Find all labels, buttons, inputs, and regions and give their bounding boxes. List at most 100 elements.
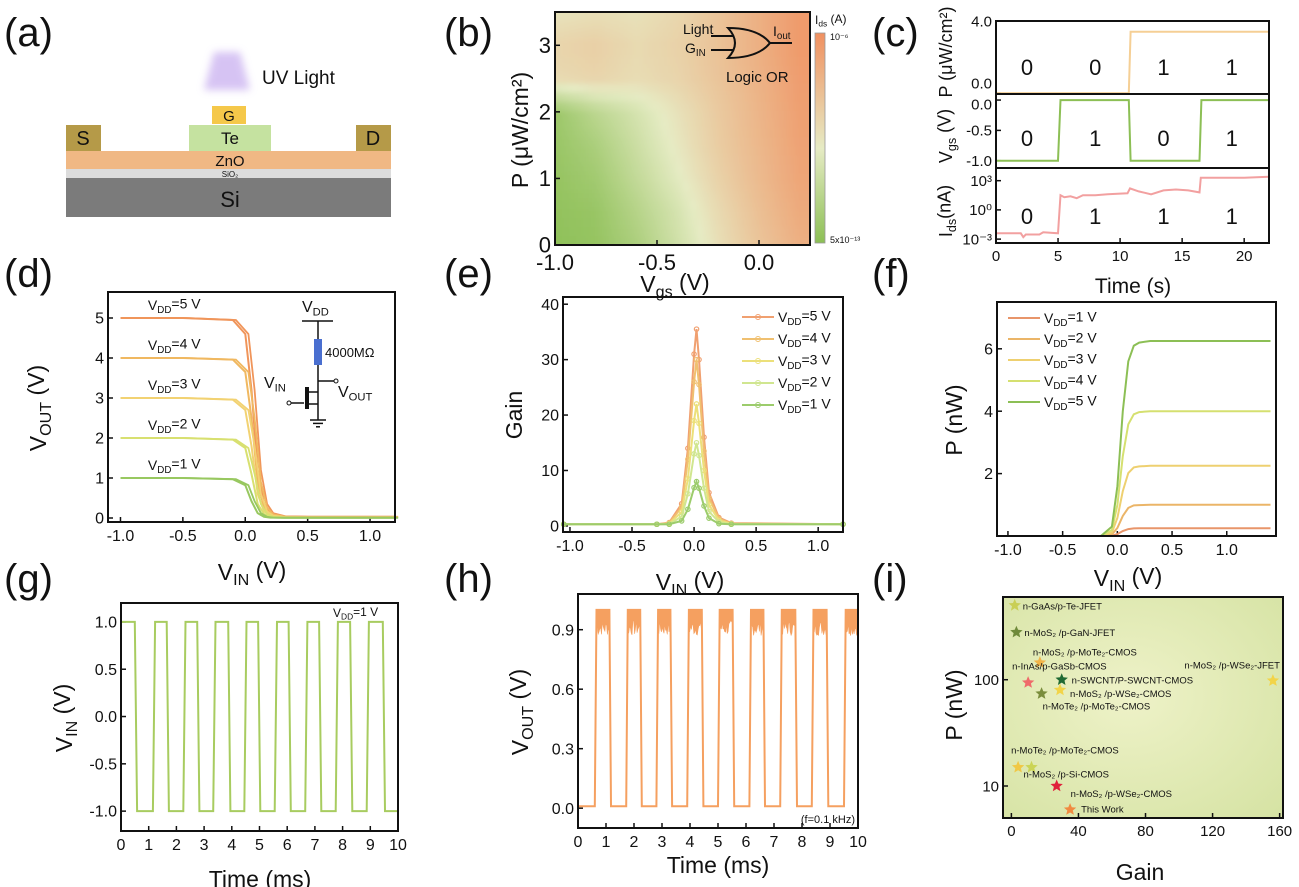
heatmap-cell	[604, 137, 613, 148]
star-marker	[1035, 687, 1048, 699]
heatmap-cell	[788, 218, 797, 228]
heatmap-cell	[640, 200, 648, 210]
gate-electrode	[212, 106, 246, 124]
heatmap-cell	[618, 146, 627, 157]
heatmap-cell	[569, 155, 578, 166]
heatmap-cell	[640, 83, 648, 94]
heatmap-cell	[668, 65, 677, 76]
heatmap-cell	[625, 191, 634, 201]
heatmap-cell	[781, 191, 790, 201]
heatmap-cell	[703, 236, 712, 245]
heatmap-cell	[767, 110, 776, 121]
heatmap-cell	[654, 146, 663, 157]
heatmap-cell	[675, 146, 684, 157]
heatmap-cell	[795, 137, 804, 148]
heatmap-cell	[611, 110, 620, 121]
plot-frame	[120, 602, 399, 832]
heatmap-cell	[689, 191, 698, 201]
heatmap-cell	[597, 227, 606, 237]
heatmap-cell	[689, 218, 698, 228]
heatmap-cell	[625, 29, 634, 40]
heatmap-cell	[597, 74, 606, 85]
heatmap-cell	[767, 29, 776, 40]
heatmap-cell	[555, 119, 563, 130]
star-marker	[1010, 625, 1023, 638]
heatmap-cell	[795, 155, 804, 166]
panel-label-f: (f)	[872, 252, 910, 296]
heatmap-cell	[732, 137, 740, 148]
heatmap-cell	[788, 164, 797, 175]
heatmap-cell	[682, 164, 691, 175]
x-tick-label: 0	[117, 837, 126, 854]
heatmap-cell	[604, 56, 613, 67]
x-tick-label: 15	[1174, 248, 1191, 265]
heatmap-cell	[611, 20, 620, 31]
heatmap-cell	[625, 101, 634, 112]
uv-light-icon	[204, 52, 250, 90]
heatmap-cell	[746, 101, 755, 112]
heatmap-cell	[597, 128, 606, 139]
heatmap-cell	[717, 56, 726, 67]
heatmap-cell	[802, 38, 810, 49]
logic-or-inset: Light GIN Iout Logic OR	[683, 21, 792, 86]
heatmap-cell	[604, 218, 613, 228]
heatmap-cell	[611, 119, 620, 130]
heatmap-cell	[774, 20, 783, 31]
heatmap-cell	[661, 155, 670, 166]
heatmap-cell	[767, 137, 776, 148]
heatmap-cell	[725, 209, 733, 219]
heatmap-cell	[661, 47, 670, 58]
heatmap-cell	[710, 20, 719, 31]
heatmap-cell	[725, 110, 733, 121]
y-tick-label: -0.5	[966, 123, 992, 140]
heatmap-cell	[576, 29, 585, 40]
trace-line	[996, 175, 1270, 239]
heatmap-cell	[682, 173, 691, 184]
x-tick-label: 160	[1267, 823, 1292, 840]
heatmap-cell	[795, 38, 804, 49]
heatmap-cell	[590, 47, 599, 58]
heatmap-cell	[597, 173, 606, 184]
heatmap-cell	[774, 128, 783, 139]
heatmap-cell	[597, 182, 606, 193]
heatmap-cell	[760, 65, 769, 76]
heatmap-cell	[647, 56, 655, 67]
heatmap-cell	[774, 92, 783, 103]
heatmap-cell	[710, 146, 719, 157]
heatmap-cell	[725, 227, 733, 237]
heatmap-cell	[774, 137, 783, 148]
heatmap-cell	[555, 56, 563, 67]
data-point	[691, 351, 697, 357]
heatmap-cell	[682, 83, 691, 94]
heatmap-cell	[753, 56, 762, 67]
heatmap-cell	[781, 74, 790, 85]
heatmap-cell	[760, 128, 769, 139]
heatmap-cell	[682, 65, 691, 76]
heatmap-cell	[647, 29, 655, 40]
heatmap-cell	[710, 110, 719, 121]
heatmap-cell	[590, 236, 599, 245]
heatmap-cell	[555, 164, 563, 175]
heatmap-cell	[632, 218, 641, 228]
heatmap-cell	[682, 101, 691, 112]
heatmap-cell	[689, 155, 698, 166]
heatmap-cell	[576, 182, 585, 193]
legend-label: VDD=5 V	[1044, 393, 1097, 413]
plot-frame	[562, 296, 844, 533]
heatmap-cell	[611, 200, 620, 210]
heatmap-cell	[675, 20, 684, 31]
heatmap-cell	[781, 92, 790, 103]
heatmap-cell	[597, 218, 606, 228]
heatmap-cell	[654, 12, 663, 22]
heatmap-cell	[625, 137, 634, 148]
heatmap-cell	[760, 101, 769, 112]
heatmap-cell	[675, 164, 684, 175]
y-axis-title: P (μW/cm²)	[507, 72, 533, 188]
heatmap-cell	[618, 182, 627, 193]
heatmap-cell	[710, 56, 719, 67]
heatmap-cell	[640, 20, 648, 31]
heatmap-cell	[696, 12, 705, 22]
heatmap-cell	[732, 56, 740, 67]
heatmap-cell	[760, 29, 769, 40]
